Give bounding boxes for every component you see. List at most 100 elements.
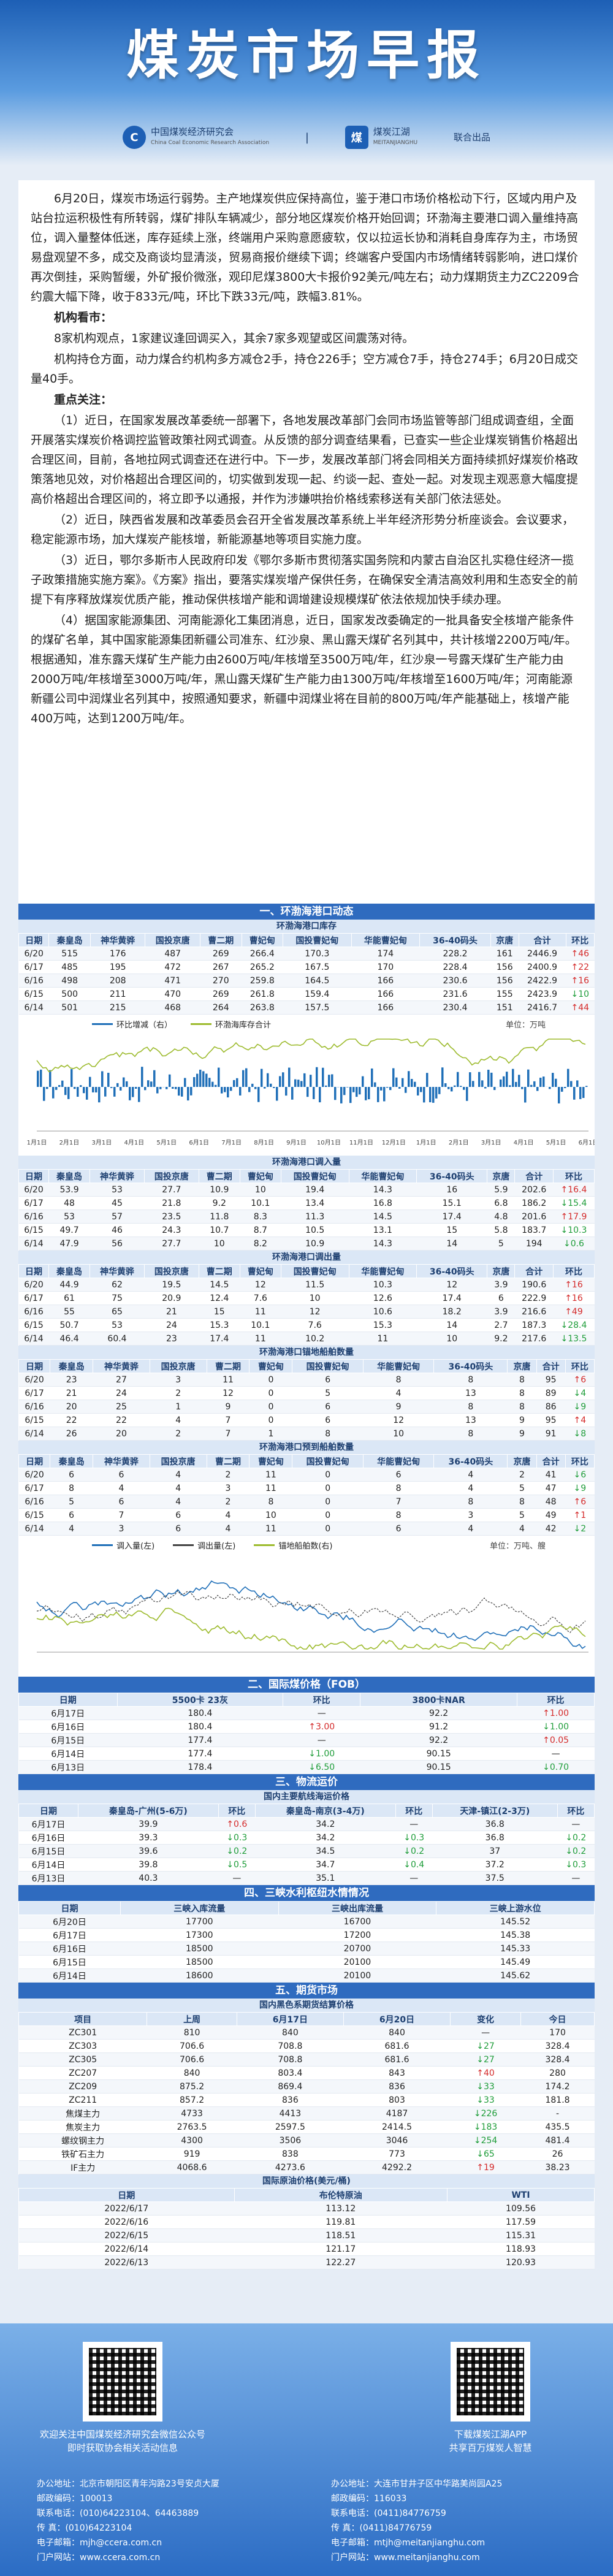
table-cell: 12 xyxy=(240,1278,281,1292)
table-cell: ↓0.70 xyxy=(517,1760,595,1774)
bar xyxy=(405,1087,407,1093)
bar xyxy=(236,1078,238,1087)
table-cell: 6/14 xyxy=(18,1427,50,1441)
bar xyxy=(227,1087,229,1098)
bar xyxy=(297,1080,300,1087)
bar xyxy=(242,1070,245,1087)
table-row: 6月14日 18600 20100 145.62 xyxy=(18,1968,595,1983)
column-header: 曹二期 xyxy=(198,1169,240,1183)
table-cell: 156 xyxy=(490,974,519,988)
table-cell: 6/15 xyxy=(18,987,49,1001)
bar xyxy=(267,1073,269,1087)
table-cell: 119.81 xyxy=(234,2215,447,2229)
bar xyxy=(67,1087,70,1099)
table-cell: ZC209 xyxy=(18,2079,147,2094)
table-cell: ↑1.00 xyxy=(517,1706,595,1720)
port-inventory-table: 日期 秦皇岛 神华黄骅 国投京唐 曹二期 曹妃甸 国投曹妃甸 华能曹妃甸 36-40码头 京唐 合计… xyxy=(18,933,595,1015)
table-row: 6/14 46.4 60.4 23 17.4 11 10.2 11 10 9.2 217.6 ↓13.… xyxy=(18,1332,595,1346)
table-cell: 11.3 xyxy=(281,1210,349,1224)
table-cell: 55 xyxy=(48,1305,90,1319)
column-header: 日期 xyxy=(18,1693,118,1707)
column-header: 华能曹妃甸 xyxy=(351,933,421,947)
table-cell: 6.8 xyxy=(487,1196,515,1210)
table-cell: 159.4 xyxy=(283,987,352,1001)
bar xyxy=(288,1067,291,1087)
bar xyxy=(438,1087,441,1094)
table-cell: 20 xyxy=(50,1400,93,1414)
table-cell: 8 xyxy=(433,1400,508,1414)
table-title: 国际原油价格(美元/桶) xyxy=(18,2174,595,2188)
table-cell: 9 xyxy=(363,1400,434,1414)
table-cell: ↓65 xyxy=(450,2147,521,2161)
bar xyxy=(524,1087,527,1103)
column-header: 3800卡NAR xyxy=(360,1693,518,1707)
table-cell: 145.52 xyxy=(436,1915,595,1929)
bar xyxy=(113,1087,116,1097)
table-cell: 8 xyxy=(507,1495,537,1509)
column-header: 曹妃甸 xyxy=(249,1454,293,1468)
column-header: 日期 xyxy=(18,1169,50,1183)
table-cell: 6/17 xyxy=(18,1481,50,1495)
bar xyxy=(411,1078,413,1087)
table-cell: 2446.9 xyxy=(519,947,566,961)
table-cell: 170 xyxy=(520,2025,595,2040)
contact-line: 邮政编码：100013 xyxy=(37,2494,113,2504)
table-cell: 8 xyxy=(249,1495,292,1509)
table-row: 2022/6/16 119.81 117.59 xyxy=(18,2215,595,2229)
bar xyxy=(527,1069,530,1087)
table-cell: ↓28.4 xyxy=(553,1318,595,1332)
table-cell: 118.51 xyxy=(234,2228,447,2243)
table-cell: 186.2 xyxy=(514,1196,554,1210)
table-cell: 18600 xyxy=(120,1968,279,1983)
table-cell: ↑40 xyxy=(450,2066,521,2080)
table-cell: 216.6 xyxy=(514,1305,554,1319)
table-cell: IF主力 xyxy=(18,2160,147,2174)
wechat-caption: 欢迎关注中国煤炭经济研究会微信公众号 xyxy=(39,2429,205,2440)
table-row: 6月15日 39.6 ↓0.2 34.5 ↓0.2 37 ↓0.2 xyxy=(18,1844,595,1858)
column-header: 36-40码头 xyxy=(433,1454,508,1468)
joint-label: 联合出品 xyxy=(453,132,490,143)
table-cell: 65 xyxy=(89,1305,145,1319)
table-cell: ↑0.05 xyxy=(517,1733,595,1747)
table-cell: 26 xyxy=(520,2147,595,2161)
table-cell: 8 xyxy=(507,1386,537,1400)
table-cell: 22 xyxy=(93,1413,150,1427)
tick-label: 5月1日 xyxy=(156,1139,177,1146)
bar xyxy=(359,1087,361,1095)
bar xyxy=(573,1087,576,1100)
table-cell: 121.17 xyxy=(234,2242,447,2256)
bar xyxy=(291,1087,294,1100)
table-cell: 53 xyxy=(48,1210,90,1224)
table-cell: ↓27 xyxy=(450,2052,521,2067)
table-cell: 14.5 xyxy=(349,1210,417,1224)
table-cell: 9.2 xyxy=(487,1332,515,1346)
bar xyxy=(147,1080,150,1087)
bar xyxy=(224,1087,226,1092)
table-cell: 16 xyxy=(416,1183,487,1197)
bar xyxy=(536,1087,539,1091)
bar xyxy=(490,1072,493,1087)
bar xyxy=(132,1087,134,1097)
table-cell: 708.8 xyxy=(237,2039,344,2053)
table-cell: ↓8 xyxy=(565,1427,595,1441)
table-cell: 34.2 xyxy=(255,1817,396,1831)
paragraph: （1）近日，在国家发展改革委统一部署下，各地发展改革部门会同市场监管等部门组成调… xyxy=(31,414,579,506)
table-cell: 15.1 xyxy=(416,1196,487,1210)
bar xyxy=(150,1081,153,1087)
freight-table: 日期 秦皇岛-广州(5-6万) 环比 秦皇岛-南京(3-4万) 环比 天津-镇江(2-3万… xyxy=(18,1804,595,1885)
chart-unit: 单位：万吨、艘 xyxy=(489,1542,546,1551)
bar xyxy=(362,1076,364,1087)
table-cell: 919 xyxy=(147,2147,237,2161)
column-header: 合计 xyxy=(518,933,566,947)
table-cell: ↓2 xyxy=(565,1522,595,1536)
bar xyxy=(346,1087,349,1088)
table-row: 6月14日 177.4 ↓1.00 90.15— xyxy=(18,1747,595,1761)
column-header: 环比 xyxy=(557,1804,595,1818)
table-cell: 6/17 xyxy=(18,1386,50,1400)
bar xyxy=(208,1078,211,1087)
bar xyxy=(126,1081,128,1087)
column-header: 国投京唐 xyxy=(145,933,200,947)
column-header: 曹二期 xyxy=(206,1359,250,1373)
column-header: 国投曹妃甸 xyxy=(280,1169,349,1183)
table-cell: 34.5 xyxy=(255,1844,396,1858)
